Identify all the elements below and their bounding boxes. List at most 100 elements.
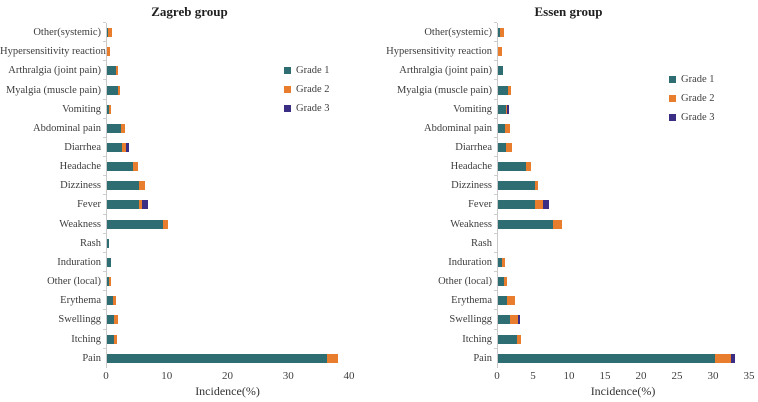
bar-track [103,41,350,62]
bar-segment-grade-1 [107,219,163,229]
bar-track [103,175,350,196]
bar-segment-grade-1 [107,238,109,248]
bar-segment-grade-1 [498,162,526,172]
bar-segment-grade-1 [107,162,133,172]
legend: Grade 1 Grade 2 Grade 3 [284,61,330,118]
bar-segment-grade-1 [498,296,508,306]
bar-segment-grade-2 [117,85,121,95]
bar-segment-grade-2 [498,47,502,57]
bar-track [103,271,350,292]
bar-track [103,156,350,177]
bar-segment-grade-2 [504,277,508,287]
chart-row: Other(systemic) [0,21,379,43]
bar-track [103,79,350,100]
category-label: Myalgia (muscle pain) [396,84,492,96]
bar-segment-grade-1 [498,334,517,344]
bar-segment-grade-2 [508,85,511,95]
bar-segment-grade-2 [326,353,338,363]
bar-segment-grade-1 [498,181,535,191]
chart-row: Headache [0,156,379,177]
category-label: Other (local) [47,276,101,288]
x-axis-label: Incidence(%) [195,383,260,398]
bar-segment-grade-2 [502,257,506,267]
bar-track [103,309,350,330]
bar-segment-grade-2 [500,28,504,38]
bar-segment-grade-3 [518,315,521,325]
category-label: Pain [82,352,101,364]
chart-row: Pain [379,347,758,368]
bar-segment-grade-3 [542,200,550,210]
chart-row: Abdominal pain [379,117,758,138]
legend-label: Grade 1 [296,65,330,76]
category-label: Dizziness [451,180,492,192]
bar-segment-grade-1 [107,66,116,76]
category-label: Induration [57,256,101,268]
category-label: Headache [450,161,492,173]
x-axis: 0 5 10 15 20 25 30 35 [494,368,754,382]
x-tick-label: 5 [530,369,536,382]
legend-entry: Grade 3 [284,99,330,118]
bar-segment-grade-1 [107,353,327,363]
bar-track [494,328,750,349]
bar-segment-grade-1 [107,104,110,114]
chart-row: Fever [379,194,758,215]
chart-row: Myalgia (muscle pain) [379,79,758,100]
category-label: Other (local) [438,276,492,288]
chart-row: Erythema [379,290,758,311]
bar-track [494,41,750,62]
chart-row: Vomiting [0,98,379,119]
bar-track [494,309,750,330]
bar-track [494,79,750,100]
chart-zagreb-group: Zagreb group Other(systemic) Hypersensiti… [0,4,379,398]
chart-row: Other (local) [379,271,758,292]
category-label: Arthralgia (joint pain) [8,65,101,77]
x-tick-label: 20 [222,369,233,382]
bar-segment-grade-2 [138,181,145,191]
bar-segment-grade-2 [534,200,543,210]
bar-segment-grade-3 [125,143,129,153]
bar-segment-grade-1 [498,277,505,287]
chart-row: Headache [379,156,758,177]
category-label: Hypersensitivity reaction [386,46,492,58]
chart-row: Hypersensitivity reaction [0,41,379,62]
category-label: Dizziness [60,180,101,192]
category-label: Erythema [60,295,101,307]
chart-row: Swellingg [0,309,379,330]
bar-segment-grade-2 [505,104,507,114]
legend-label: Grade 2 [296,84,330,95]
chart-row: Swellingg [379,309,758,330]
bar-track [103,194,350,215]
bar-segment-grade-3 [730,353,735,363]
x-tick-label: 30 [707,369,719,382]
x-tick-label: 0 [494,369,500,382]
bar-segment-grade-2 [114,315,119,325]
bar-segment-grade-1 [107,257,112,267]
bar-segment-grade-1 [498,104,506,114]
bar-segment-grade-1 [107,181,139,191]
legend-label: Grade 2 [681,93,715,104]
legend-swatch-icon [669,95,676,102]
x-tick-label: 40 [343,369,355,382]
category-label: Abdominal pain [33,122,101,134]
category-label: Arthralgia (joint pain) [399,65,492,77]
chart-row: Arthralgia (joint pain) [0,60,379,81]
bar-segment-grade-2 [120,123,126,133]
bar-segment-grade-1 [107,315,115,325]
bar-segment-grade-1 [107,28,109,38]
category-label: Myalgia (muscle pain) [5,84,101,96]
chart-row: Diarrhea [379,136,758,158]
legend-entry: Grade 2 [284,80,330,99]
chart-row: Induration [379,251,758,273]
bar-track [103,232,350,253]
chart-row: Rash [0,232,379,253]
legend-swatch-icon [669,114,676,121]
category-label: Swellingg [449,314,492,326]
bar-segment-grade-1 [498,66,504,76]
bar-track [494,271,750,292]
bar-track [494,98,750,119]
bar-segment-grade-1 [498,257,503,267]
bar-segment-grade-2 [510,315,519,325]
legend-swatch-icon [669,76,676,83]
category-label: Diarrhea [64,142,101,154]
category-label: Diarrhea [455,142,492,154]
